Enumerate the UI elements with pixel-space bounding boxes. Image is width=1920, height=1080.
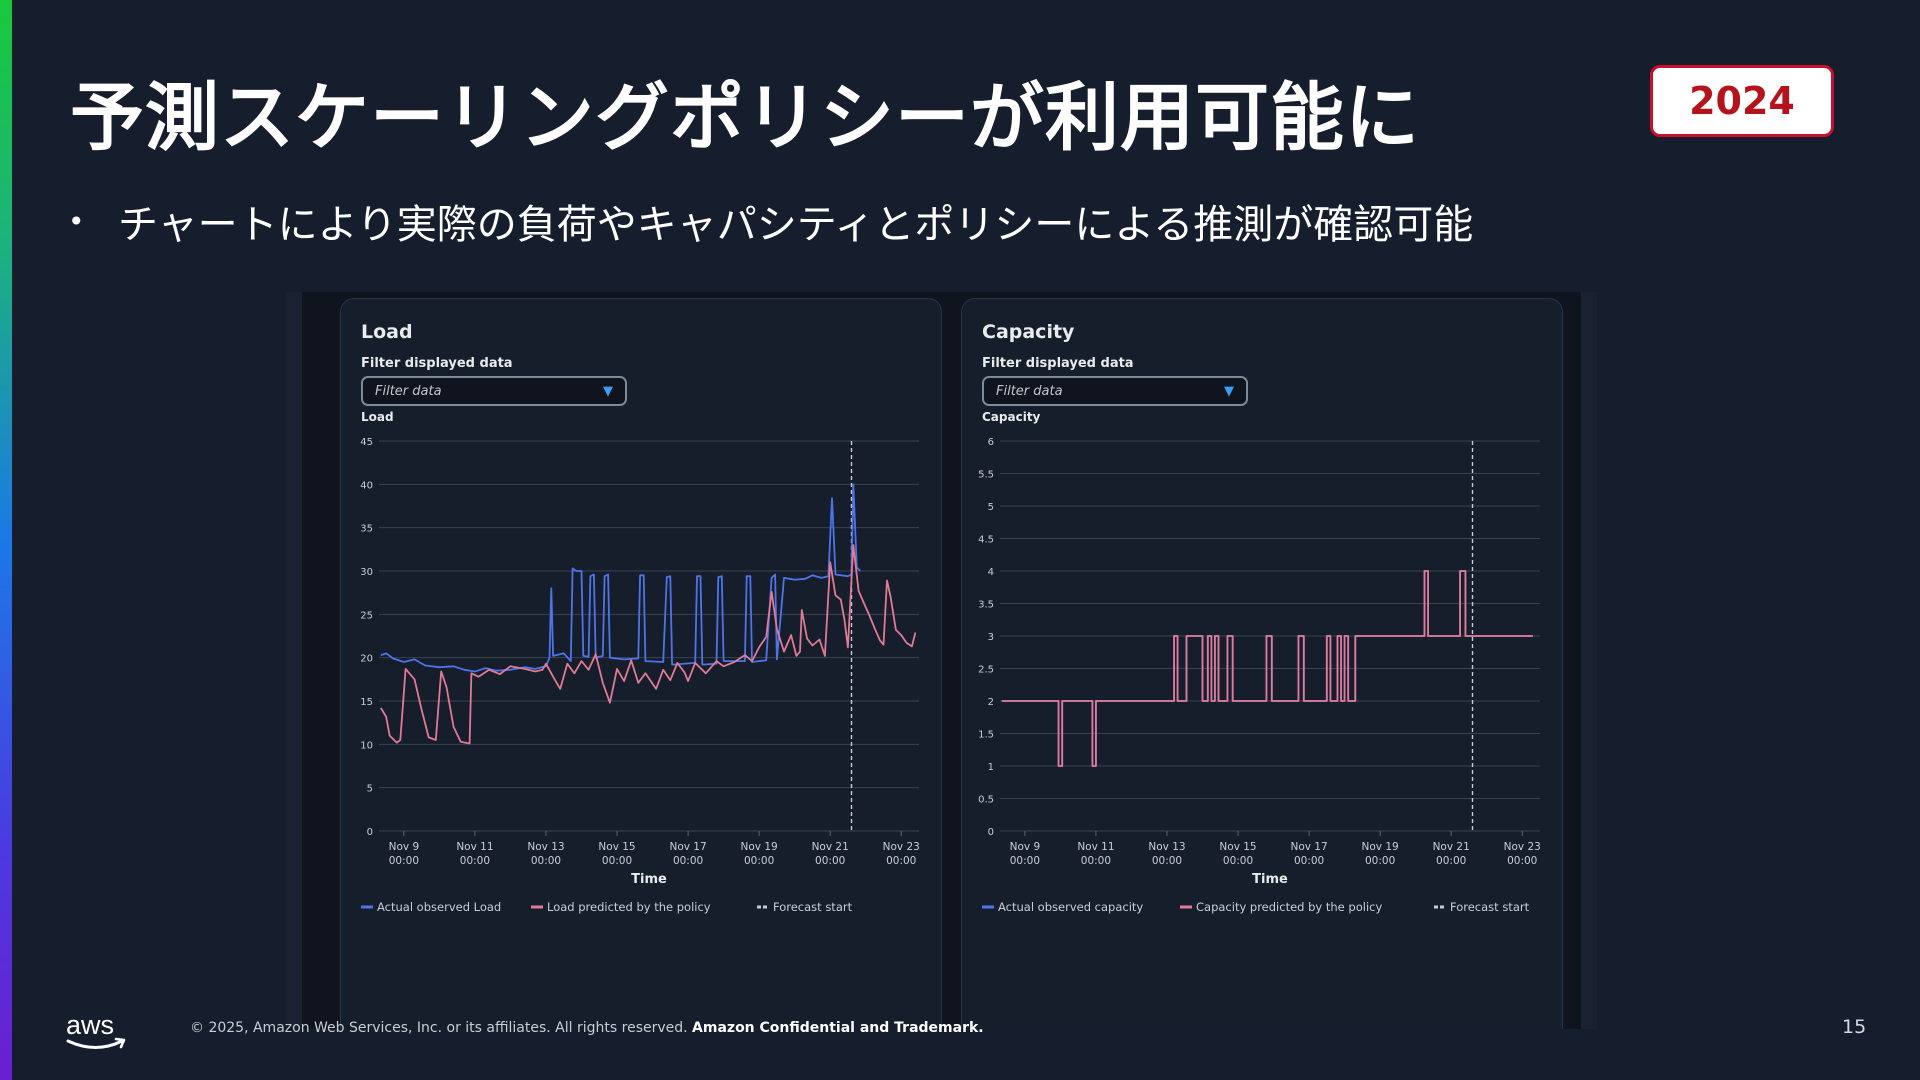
x-tick-label: Nov 9 bbox=[389, 841, 420, 853]
bullet-text: チャートにより実際の負荷やキャパシティとポリシーによる推測が確認可能 bbox=[118, 202, 1474, 248]
x-tick-label-time: 00:00 bbox=[1223, 855, 1253, 867]
capacity-panel-title: Capacity bbox=[982, 321, 1075, 343]
load-filter-label: Filter displayed data bbox=[361, 356, 513, 371]
y-tick-label: 1 bbox=[988, 762, 994, 773]
y-tick-label: 20 bbox=[360, 654, 373, 665]
x-tick-label: Nov 13 bbox=[527, 841, 564, 853]
y-tick-label: 25 bbox=[360, 610, 373, 621]
series-line bbox=[380, 544, 917, 745]
y-tick-label: 40 bbox=[360, 480, 373, 491]
x-tick-label: Nov 19 bbox=[1362, 841, 1399, 853]
x-tick-label: Nov 21 bbox=[812, 841, 849, 853]
y-tick-label: 6 bbox=[988, 437, 994, 448]
x-tick-label: Nov 23 bbox=[1504, 841, 1541, 853]
x-tick-label: Nov 17 bbox=[669, 841, 706, 853]
x-tick-label-time: 00:00 bbox=[886, 855, 916, 867]
capacity-filter-label: Filter displayed data bbox=[982, 356, 1134, 371]
page-number: 15 bbox=[1842, 1016, 1867, 1038]
load-filter-dropdown[interactable]: Filter data ▼ bbox=[361, 376, 627, 406]
series-line bbox=[1001, 570, 1533, 767]
x-tick-label: Nov 11 bbox=[456, 841, 493, 853]
y-tick-label: 5 bbox=[367, 784, 373, 795]
legend-label: Actual observed Load bbox=[377, 900, 501, 914]
x-tick-label-time: 00:00 bbox=[815, 855, 845, 867]
y-tick-label: 35 bbox=[360, 524, 373, 535]
x-tick-label-time: 00:00 bbox=[744, 855, 774, 867]
x-tick-label: Nov 17 bbox=[1290, 841, 1327, 853]
caret-down-icon: ▼ bbox=[603, 383, 613, 399]
y-tick-label: 0 bbox=[367, 827, 373, 838]
x-tick-label-time: 00:00 bbox=[1436, 855, 1466, 867]
x-tick-label-time: 00:00 bbox=[460, 855, 490, 867]
aws-logo: aws bbox=[64, 1010, 130, 1058]
x-tick-label-time: 00:00 bbox=[1294, 855, 1324, 867]
y-tick-label: 10 bbox=[360, 740, 373, 751]
y-tick-label: 2 bbox=[988, 697, 994, 708]
y-tick-label: 2.5 bbox=[978, 665, 994, 676]
x-tick-label: Nov 11 bbox=[1077, 841, 1114, 853]
capacity-filter-placeholder: Filter data bbox=[996, 383, 1063, 399]
legend-label: Load predicted by the policy bbox=[547, 900, 711, 914]
x-tick-label: Nov 19 bbox=[741, 841, 778, 853]
x-tick-label: Nov 21 bbox=[1433, 841, 1470, 853]
x-tick-label-time: 00:00 bbox=[1365, 855, 1395, 867]
y-tick-label: 0 bbox=[988, 827, 994, 838]
x-axis-title: Time bbox=[631, 872, 667, 887]
bullet-dot-icon: • bbox=[68, 204, 85, 238]
y-axis-title: Capacity bbox=[982, 411, 1041, 424]
legend-label: Capacity predicted by the policy bbox=[1196, 900, 1382, 914]
capacity-filter-dropdown[interactable]: Filter data ▼ bbox=[982, 376, 1248, 406]
copyright: © 2025, Amazon Web Services, Inc. or its… bbox=[190, 1020, 984, 1036]
year-badge: 2024 bbox=[1650, 65, 1834, 137]
left-strip bbox=[286, 292, 302, 1029]
y-axis-title: Load bbox=[361, 411, 394, 424]
accent-bar bbox=[0, 0, 12, 1080]
x-tick-label-time: 00:00 bbox=[531, 855, 561, 867]
y-tick-label: 30 bbox=[360, 567, 373, 578]
y-tick-label: 4 bbox=[988, 567, 994, 578]
x-tick-label-time: 00:00 bbox=[602, 855, 632, 867]
x-tick-label: Nov 9 bbox=[1010, 841, 1041, 853]
capacity-panel: Capacity Filter displayed data Filter da… bbox=[961, 298, 1563, 1029]
y-tick-label: 1.5 bbox=[978, 730, 994, 741]
slide-title: 予測スケーリングポリシーが利用可能に bbox=[70, 75, 1420, 161]
legend-label: Forecast start bbox=[773, 900, 853, 914]
x-tick-label-time: 00:00 bbox=[1507, 855, 1537, 867]
x-tick-label-time: 00:00 bbox=[389, 855, 419, 867]
copyright-text: © 2025, Amazon Web Services, Inc. or its… bbox=[190, 1020, 688, 1036]
y-tick-label: 5 bbox=[988, 502, 994, 513]
y-tick-label: 3 bbox=[988, 632, 994, 643]
x-tick-label-time: 00:00 bbox=[1081, 855, 1111, 867]
legend-label: Actual observed capacity bbox=[998, 900, 1143, 914]
y-tick-label: 3.5 bbox=[978, 600, 994, 611]
y-tick-label: 5.5 bbox=[978, 470, 994, 481]
load-panel-title: Load bbox=[361, 321, 413, 343]
y-tick-label: 15 bbox=[360, 697, 373, 708]
y-tick-label: 45 bbox=[360, 437, 373, 448]
x-tick-label: Nov 13 bbox=[1148, 841, 1185, 853]
x-tick-label-time: 00:00 bbox=[673, 855, 703, 867]
y-tick-label: 0.5 bbox=[978, 795, 994, 806]
x-tick-label: Nov 23 bbox=[883, 841, 920, 853]
aws-logo-icon: aws bbox=[66, 1010, 126, 1049]
legend-label: Forecast start bbox=[1450, 900, 1530, 914]
x-tick-label: Nov 15 bbox=[598, 841, 635, 853]
caret-down-icon: ▼ bbox=[1224, 383, 1234, 399]
aws-logo-text: aws bbox=[66, 1010, 114, 1040]
console-screenshot: Load Filter displayed data Filter data ▼… bbox=[286, 292, 1597, 1029]
y-tick-label: 4.5 bbox=[978, 535, 994, 546]
x-axis-title: Time bbox=[1252, 872, 1288, 887]
bullet-item: • チャートにより実際の負荷やキャパシティとポリシーによる推測が確認可能 bbox=[68, 192, 1473, 250]
load-panel: Load Filter displayed data Filter data ▼… bbox=[340, 298, 942, 1029]
x-tick-label-time: 00:00 bbox=[1152, 855, 1182, 867]
load-chart: Load 0 5 10 15 20 25 30 35 40 45 Nov 9 00:00 Nov 11 00… bbox=[360, 411, 920, 914]
capacity-chart: Capacity 0 0.5 1 1.5 2 2.5 3 3.5 4 4.5 5 5.5 6 Nov 9 00… bbox=[978, 411, 1541, 914]
confidential-text: Amazon Confidential and Trademark. bbox=[692, 1020, 984, 1036]
x-tick-label-time: 00:00 bbox=[1010, 855, 1040, 867]
x-tick-label: Nov 15 bbox=[1219, 841, 1256, 853]
load-filter-placeholder: Filter data bbox=[375, 383, 442, 399]
right-strip bbox=[1581, 292, 1597, 1029]
